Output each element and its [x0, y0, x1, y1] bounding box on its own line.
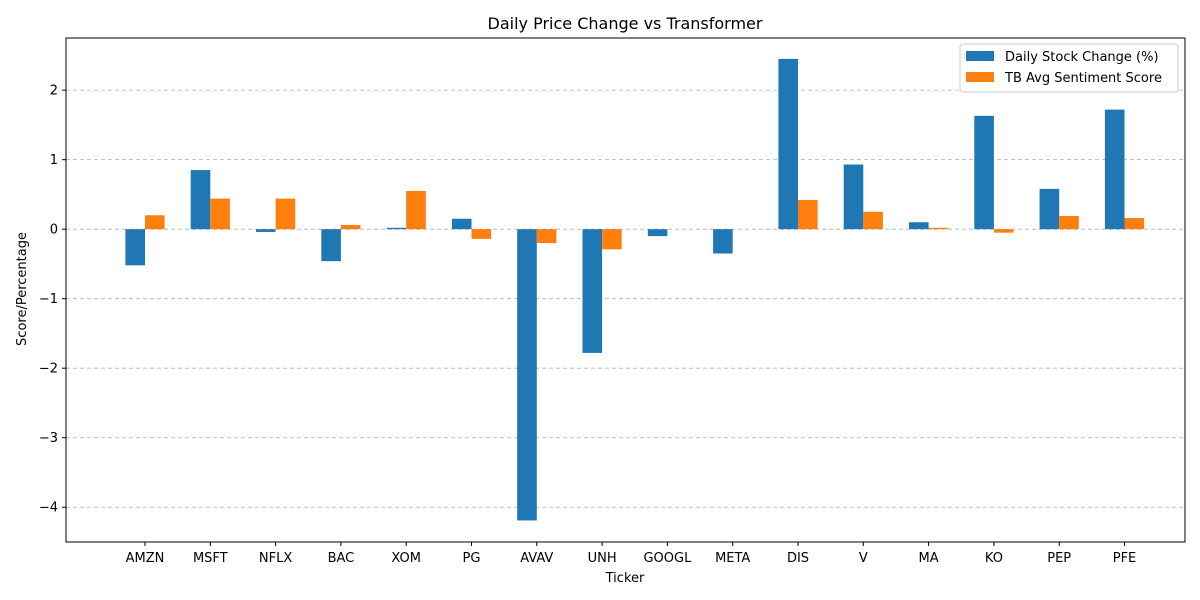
bars	[125, 58, 1145, 521]
x-tick-label: GOOGL	[643, 551, 692, 566]
x-tick-label: PG	[463, 551, 481, 566]
legend-swatch	[966, 51, 994, 61]
x-tick-label: MA	[919, 551, 939, 566]
x-tick-label: V	[859, 551, 868, 566]
bar-stock-change-ko	[974, 115, 994, 230]
bar-stock-change-pfe	[1104, 109, 1125, 230]
x-axis-label: Ticker	[605, 571, 645, 586]
bar-sentiment-nflx	[275, 198, 296, 230]
x-tick-label: KO	[985, 551, 1003, 566]
bar-stock-change-dis	[778, 58, 798, 230]
bar-stock-change-xom	[386, 227, 407, 230]
bar-sentiment-msft	[210, 198, 230, 230]
x-tick-label: AVAV	[520, 551, 553, 566]
legend-swatch	[966, 72, 994, 82]
y-tick-label: −2	[39, 362, 58, 377]
bar-stock-change-avav	[517, 229, 537, 521]
bar-sentiment-dis	[798, 199, 818, 230]
x-tick-label: UNH	[588, 551, 617, 566]
bar-sentiment-pfe	[1124, 218, 1145, 230]
bar-sentiment-pg	[471, 229, 492, 239]
bar-sentiment-ko	[993, 229, 1014, 233]
axes: −4 −3 −2 −1 0 1 2 AMZN MSFT NFLX BAC XOM PG AVAV UNH GO…	[39, 37, 1186, 566]
bar-stock-change-bac	[321, 229, 341, 262]
bar-stock-change-meta	[713, 229, 733, 254]
bar-stock-change-amzn	[125, 229, 145, 266]
bar-stock-change-pg	[451, 218, 472, 230]
bar-sentiment-unh	[602, 229, 622, 250]
x-tick-label: PFE	[1113, 551, 1137, 566]
x-tick-label: BAC	[328, 551, 355, 566]
bar-sentiment-xom	[406, 190, 426, 230]
bar-stock-change-nflx	[256, 229, 276, 232]
bar-stock-change-pep	[1039, 188, 1060, 230]
bar-stock-change-unh	[582, 229, 603, 353]
y-tick-label: 1	[50, 153, 58, 168]
legend-label: TB Avg Sentiment Score	[1004, 71, 1162, 86]
bar-sentiment-amzn	[145, 215, 165, 230]
grid-lines	[66, 89, 1185, 508]
y-tick-label: 0	[50, 223, 58, 238]
x-tick-label: NFLX	[259, 551, 292, 566]
plot-frame	[65, 37, 1186, 543]
y-tick-label: −4	[39, 501, 58, 516]
bar-stock-change-googl	[647, 229, 668, 237]
bar-stock-change-v	[843, 164, 864, 230]
legend: Daily Stock Change (%) TB Avg Sentiment S…	[959, 43, 1179, 93]
x-tick-label: MSFT	[193, 551, 228, 566]
bar-sentiment-v	[863, 211, 883, 230]
bar-sentiment-avav	[536, 229, 557, 244]
chart-title: Daily Price Change vs Transformer	[488, 14, 763, 33]
x-tick-label: XOM	[391, 551, 421, 566]
legend-label: Daily Stock Change (%)	[1005, 50, 1159, 65]
bar-sentiment-pep	[1059, 215, 1079, 230]
x-tick-label: DIS	[787, 551, 809, 566]
y-tick-label: 2	[50, 84, 58, 99]
bar-sentiment-ma	[928, 227, 949, 230]
y-tick-label: −3	[39, 431, 58, 446]
x-tick-label: PEP	[1047, 551, 1071, 566]
bar-stock-change-msft	[190, 170, 211, 230]
y-tick-label: −1	[39, 292, 58, 307]
legend-box	[959, 43, 1179, 93]
x-tick-label: AMZN	[126, 551, 165, 566]
y-axis-label: Score/Percentage	[15, 232, 30, 346]
bar-stock-change-ma	[909, 222, 929, 230]
x-tick-label: META	[715, 551, 750, 566]
bar-sentiment-bac	[340, 225, 361, 230]
